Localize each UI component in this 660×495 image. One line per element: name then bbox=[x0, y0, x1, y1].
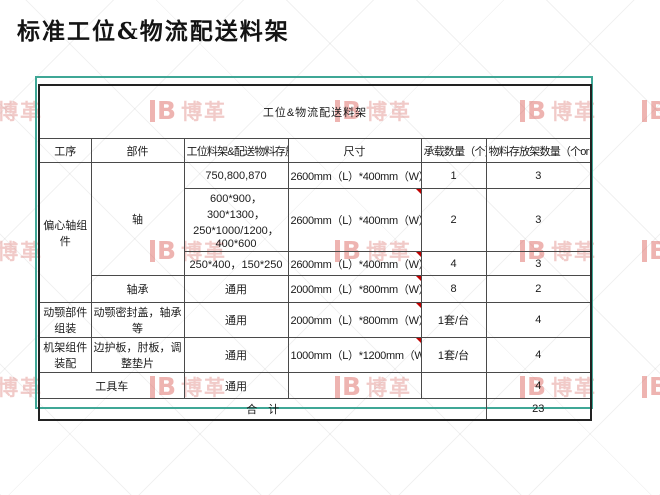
total-row: 合 计 23 bbox=[38, 398, 592, 420]
cell-racks: 4 bbox=[485, 302, 592, 338]
cell-size: 2000mm（L）*800mm（W）*800mm（H） bbox=[287, 302, 422, 338]
brand-watermark: B博革 bbox=[642, 236, 660, 266]
brand-logo-icon: B bbox=[642, 238, 660, 263]
table-row: 轴承 通用 2000mm（L）*800mm（W）*800mm（H） 8 2 bbox=[39, 275, 592, 303]
cell-part: 边护板，肘板，调整垫片 bbox=[90, 337, 185, 373]
cell-racks: 4 bbox=[485, 337, 592, 373]
brand-logo-icon: B bbox=[642, 98, 660, 123]
cell-rack: 通用 bbox=[183, 275, 289, 303]
header-process: 工序 bbox=[38, 138, 92, 163]
cell-part-group: 轴 bbox=[90, 162, 185, 276]
cell-rack: 600*900，300*1300，250*1000/1200，400*600 bbox=[183, 188, 289, 252]
cell-process-group: 偏心轴组件 bbox=[38, 162, 92, 303]
cell-rack: 750,800,870 bbox=[183, 162, 289, 189]
header-size: 尺寸 bbox=[287, 138, 422, 163]
header-load-qty: 承载数量（个） bbox=[420, 138, 487, 163]
table-row: 动颚部件组装 动颚密封盖，轴承等 通用 2000mm（L）*800mm（W）*8… bbox=[38, 302, 592, 338]
brand-logo-icon: B bbox=[642, 374, 660, 399]
cell-racks: 2 bbox=[485, 275, 592, 303]
table-title: 工位&物流配送料架 bbox=[38, 84, 592, 139]
table-row: 250*400，150*250 2600mm（L）*400mm（W）*400mm… bbox=[39, 251, 592, 276]
header-row: 工序 部件 工位料架&配送物料存放架 尺寸 承载数量（个） 物料存放架数量（个o… bbox=[38, 138, 592, 163]
cell-process: 动颚部件组装 bbox=[38, 302, 92, 338]
cell-racks: 3 bbox=[485, 188, 592, 252]
table-row: 工具车 通用 4 bbox=[38, 372, 592, 399]
brand-watermark: B博革 bbox=[642, 96, 660, 126]
cell-racks: 3 bbox=[485, 251, 592, 276]
table-row: 600*900，300*1300，250*1000/1200，400*600 2… bbox=[39, 188, 592, 252]
table-row: 偏心轴组件 轴 750,800,870 2600mm（L）*400mm（W）*4… bbox=[38, 162, 592, 303]
cell-load: 2 bbox=[420, 188, 487, 252]
total-value: 23 bbox=[485, 398, 592, 420]
cell-rack: 通用 bbox=[183, 372, 289, 399]
total-label: 合 计 bbox=[38, 398, 487, 420]
cell-load: 1套/台 bbox=[420, 302, 487, 338]
header-rack-qty: 物料存放架数量（个or台） bbox=[485, 138, 592, 163]
cell-size: 1000mm（L）*1200mm（W）*800mm（H） bbox=[287, 337, 422, 373]
cell-rack: 通用 bbox=[183, 337, 289, 373]
cell-size: 2000mm（L）*800mm（W）*800mm（H） bbox=[287, 275, 422, 303]
cell-part: 轴承 bbox=[90, 275, 185, 303]
header-rack: 工位料架&配送物料存放架 bbox=[183, 138, 289, 163]
cell-process: 机架组件装配 bbox=[38, 337, 92, 373]
cell-load: 1 bbox=[420, 162, 487, 189]
cell-size: 2600mm（L）*400mm（W）*400mm（H） bbox=[287, 251, 422, 276]
cell-load: 4 bbox=[420, 251, 487, 276]
cell-size: 2600mm（L）*400mm（W）*400mm（H） bbox=[287, 188, 422, 252]
header-part: 部件 bbox=[90, 138, 185, 163]
cell-racks: 3 bbox=[485, 162, 592, 189]
rack-table: 工位&物流配送料架 工序 部件 工位料架&配送物料存放架 尺寸 承载数量（个） … bbox=[38, 84, 592, 421]
cell-size: 2600mm（L）*400mm（W）*400mm（H） bbox=[287, 162, 422, 189]
cell-process: 工具车 bbox=[38, 372, 185, 399]
cell-load bbox=[420, 372, 487, 399]
cell-rack: 250*400，150*250 bbox=[183, 251, 289, 276]
cell-load: 1套/台 bbox=[420, 337, 487, 373]
cell-load: 8 bbox=[420, 275, 487, 303]
cell-size bbox=[287, 372, 422, 399]
cell-rack: 通用 bbox=[183, 302, 289, 338]
table-title-row: 工位&物流配送料架 bbox=[38, 84, 592, 139]
brand-watermark: B博革 bbox=[642, 372, 660, 402]
cell-racks: 4 bbox=[485, 372, 592, 399]
table-row: 机架组件装配 边护板，肘板，调整垫片 通用 1000mm（L）*1200mm（W… bbox=[38, 337, 592, 373]
page-title: 标准工位&物流配送料架 bbox=[17, 18, 290, 45]
cell-part: 动颚密封盖，轴承等 bbox=[90, 302, 185, 338]
